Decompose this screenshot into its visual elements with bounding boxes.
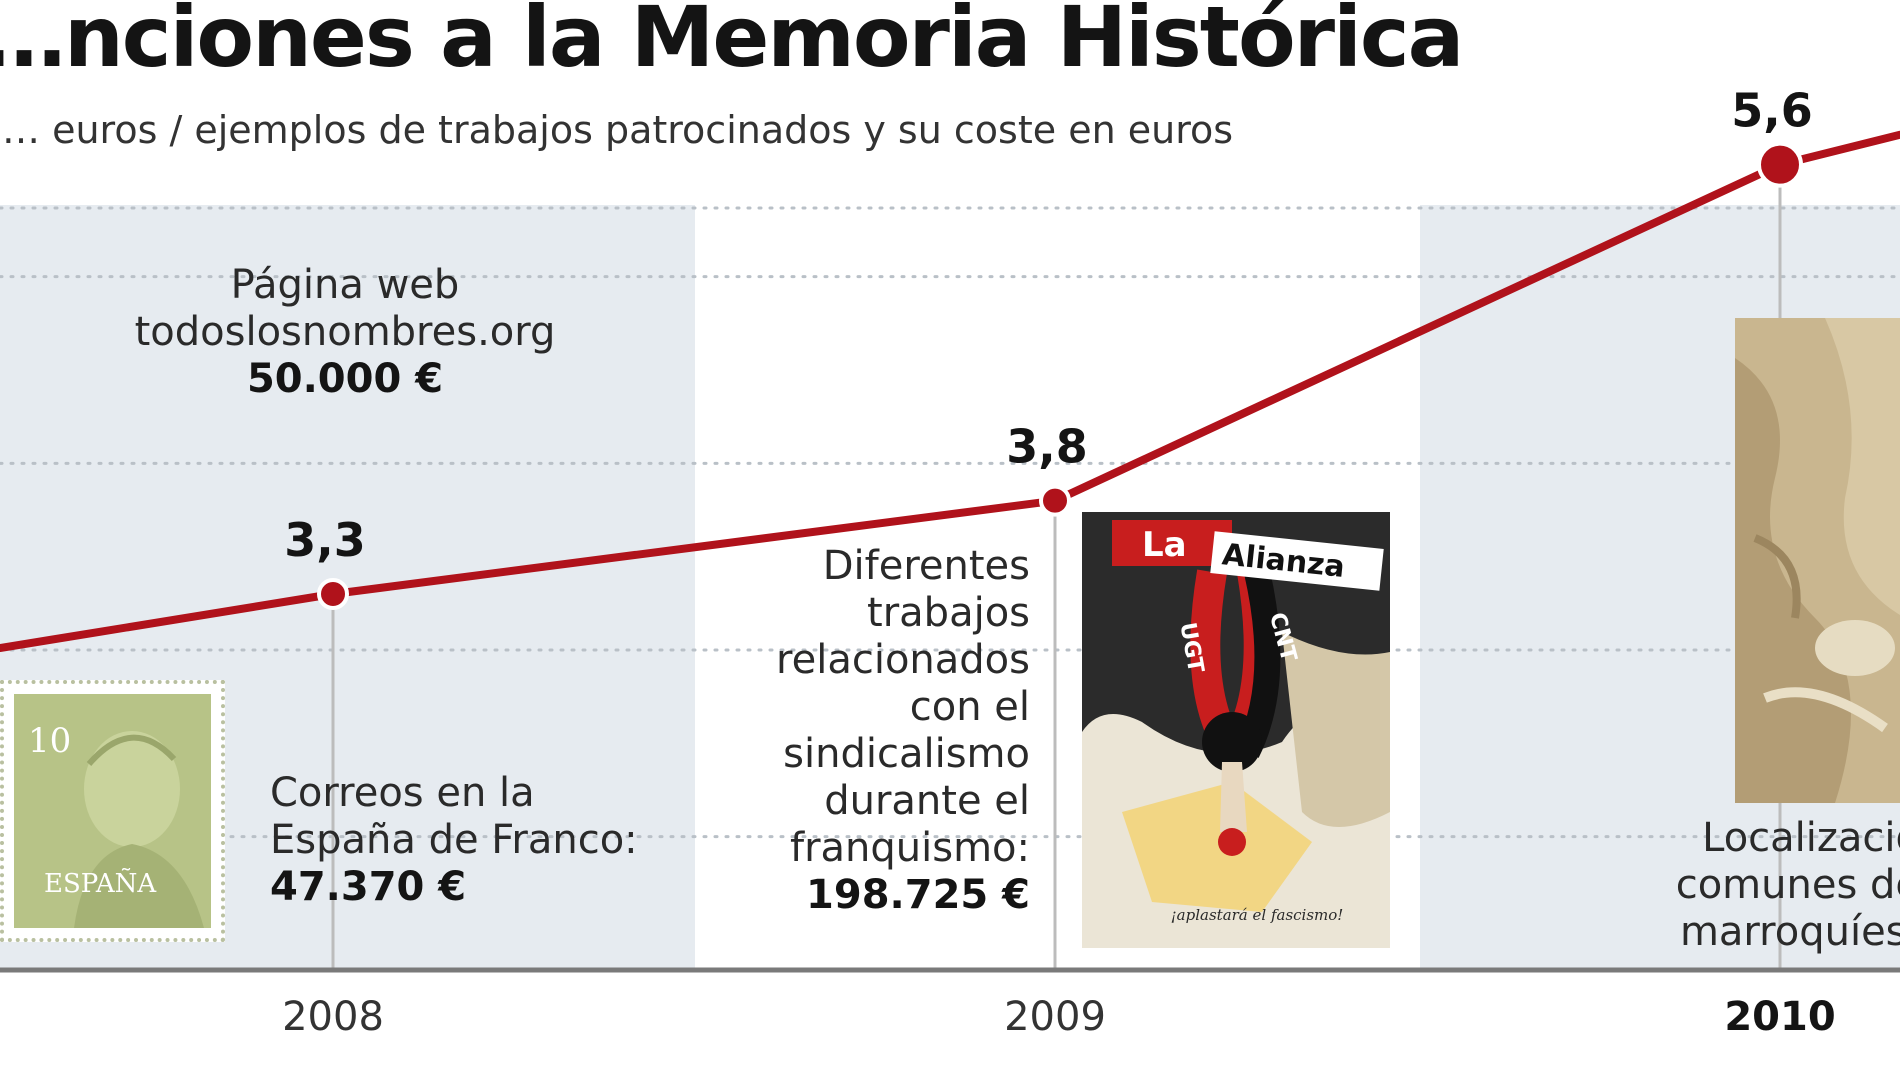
value-label-2010: 5,6 [1731, 84, 1813, 138]
data-point-2008 [317, 578, 349, 610]
data-point-2010 [1757, 141, 1803, 188]
note-loc-line2: comunes de… [1675, 862, 1900, 908]
note-web-amount: 50.000 € [246, 356, 444, 402]
note-web-2008: Página web todoslosnombres.org 50.000 € [110, 262, 580, 403]
note-correos-line2: España de Franco: [270, 817, 638, 863]
chart-subtitle: … euros / ejemplos de trabajos patrocina… [2, 108, 1234, 152]
svg-text:La: La [1142, 525, 1187, 565]
data-point-2009 [1039, 484, 1071, 517]
x-tick-label-2009: 2009 [1004, 994, 1106, 1040]
note-web-line2: todoslosnombres.org [134, 309, 556, 355]
value-label-2009: 3,8 [1006, 420, 1088, 474]
note-web-line1: Página web [230, 262, 460, 308]
x-tick-label-2010: 2010 [1724, 994, 1835, 1040]
poster-art-icon: La Alianza UGT CNT ¡aplastará el fascism… [1082, 512, 1390, 948]
value-labels: 3,3 3,8 5,6 [284, 84, 1813, 567]
x-tick-labels: 2008 2009 2010 [282, 994, 1836, 1040]
note-correos-line1: Correos en la [270, 770, 535, 816]
franco-stamp-image: 10 ESPAÑA [0, 680, 225, 942]
note-sindicalismo-2009: Diferentes trabajos relacionados con el … [700, 543, 1030, 919]
gridlines [0, 206, 1900, 839]
note-correos-amount: 47.370 € [270, 864, 467, 910]
stamp-portrait-icon: 10 ESPAÑA [14, 694, 211, 928]
note-sind-line6: durante el [824, 778, 1030, 824]
svg-text:10: 10 [28, 721, 71, 761]
svg-text:ESPAÑA: ESPAÑA [44, 867, 157, 899]
note-loc-line1: Localizació… [1702, 815, 1900, 861]
note-sind-line1: Diferentes [822, 543, 1030, 589]
chart-title: …nciones a la Memoria Histórica [0, 0, 1464, 86]
note-correos-2008: Correos en la España de Franco: 47.370 € [270, 770, 638, 911]
mass-grave-photo [1735, 318, 1900, 803]
note-loc-line3: marroquíes:… [1679, 909, 1900, 955]
data-points [317, 141, 1803, 610]
note-sind-line2: trabajos [867, 590, 1030, 636]
note-sind-amount: 198.725 € [806, 872, 1030, 918]
note-localizacion-2010: Localizació… comunes de… marroquíes:… [1640, 815, 1900, 956]
union-poster-image: La Alianza UGT CNT ¡aplastará el fascism… [1082, 512, 1390, 948]
x-tick-label-2008: 2008 [282, 994, 384, 1040]
note-sind-line5: sindicalismo [783, 731, 1030, 777]
svg-text:¡aplastará el fascismo!: ¡aplastará el fascismo! [1171, 906, 1344, 924]
note-sind-line7: franquismo: [790, 825, 1030, 871]
note-sind-line3: relacionados [776, 637, 1030, 683]
value-label-2008: 3,3 [284, 513, 366, 567]
grave-photo-icon [1735, 318, 1900, 803]
note-sind-line4: con el [909, 684, 1030, 730]
